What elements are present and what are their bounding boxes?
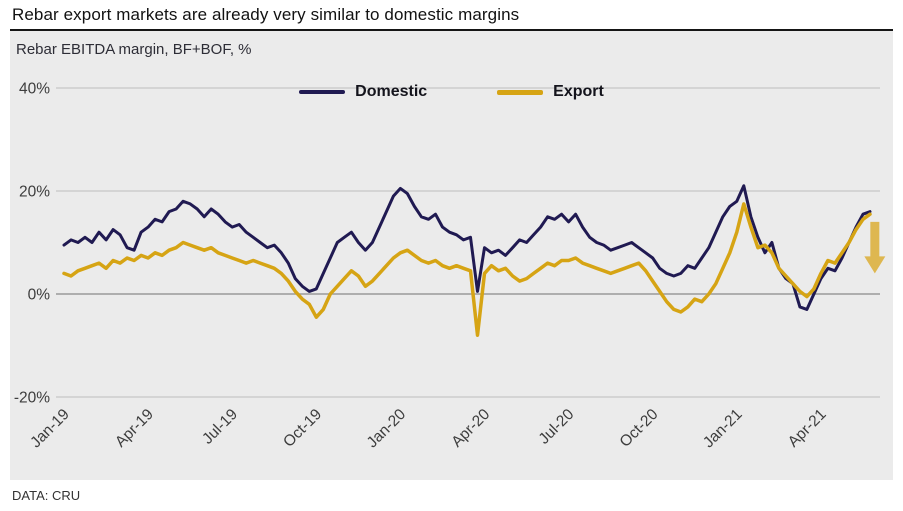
- y-tick-label: 0%: [28, 287, 51, 304]
- plot-panel: 40% 20% 0% -20% Jan-19 Apr-19 Jul-19 Oct-19 Jan-…: [10, 31, 893, 480]
- chart-title: Rebar export markets are already very si…: [12, 5, 520, 24]
- chart-subtitle: Rebar EBITDA margin, BF+BOF, %: [16, 41, 252, 58]
- x-tick-label: Oct-19: [280, 406, 325, 451]
- domestic-line-swatch: [299, 90, 346, 94]
- x-tick-label: Apr-19: [112, 406, 157, 451]
- legend-item-export: Export: [497, 83, 604, 101]
- series-line-domestic: [62, 184, 872, 311]
- series-line-export: [62, 202, 872, 337]
- x-tick-label: Apr-20: [448, 406, 493, 451]
- y-tick-label: 20%: [19, 184, 50, 201]
- x-tick-label: Jul-19: [199, 406, 241, 448]
- export-line-swatch: [497, 89, 544, 95]
- legend: Domestic Export: [10, 83, 893, 101]
- x-tick-label: Oct-20: [617, 406, 662, 451]
- legend-item-domestic: Domestic: [299, 83, 427, 101]
- down-arrow-annotation: [864, 221, 886, 274]
- y-tick-label: 40%: [19, 81, 50, 98]
- title-divider: [10, 29, 893, 31]
- x-tick-label: Apr-21: [785, 406, 830, 451]
- y-tick-label: -20%: [14, 390, 50, 407]
- x-tick-label: Jan-21: [700, 406, 746, 452]
- x-tick-label: Jan-19: [27, 406, 73, 452]
- chart-svg: 40% 20% 0% -20%Jan-19 Apr-19 Jul-19 Oct-19 Jan-…: [14, 81, 886, 452]
- x-tick-label: Jan-20: [364, 406, 410, 452]
- legend-label-export: Export: [553, 83, 604, 100]
- legend-label-domestic: Domestic: [355, 83, 428, 100]
- x-tick-label: Jul-20: [536, 406, 578, 448]
- data-source: DATA: CRU: [12, 488, 81, 503]
